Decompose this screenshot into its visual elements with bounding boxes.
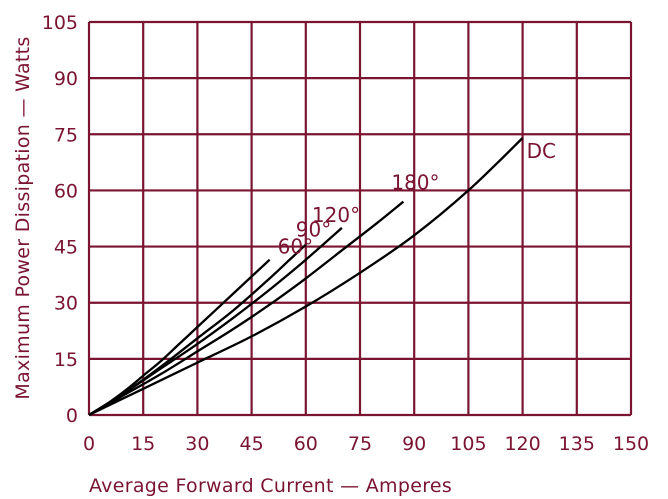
plot-grid [87,20,633,417]
y-tick-label: 105 [42,12,78,34]
y-tick-label: 15 [54,349,78,371]
x-tick-label: 60 [294,433,318,455]
x-tick-label: 0 [83,433,95,455]
x-tick-label: 30 [185,433,209,455]
curve-120-deg [88,227,343,416]
x-tick-label: 135 [559,433,595,455]
x-tick-label: 45 [240,433,264,455]
series-label: 180° [391,171,439,195]
y-axis-label: Maximum Power Dissipation — Watts [12,36,34,399]
y-tick-label: 30 [54,293,78,315]
curve-180-deg [88,200,405,417]
x-tick-label: 150 [613,433,649,455]
series-label: DC [527,139,556,163]
y-tick-label: 90 [54,68,78,90]
series-label: 60° [278,235,313,259]
y-tick-label: 75 [54,124,78,146]
x-axis-ticks: 0 15 30 45 60 75 90 105 120 135 150 [83,433,649,455]
curve-dc [88,137,524,417]
series-label: 120° [312,203,360,227]
x-axis-label: Average Forward Current — Amperes [89,475,452,497]
x-tick-label: 90 [402,433,426,455]
y-tick-label: 45 [54,237,78,259]
x-tick-label: 120 [504,433,540,455]
x-tick-label: 15 [131,433,155,455]
x-tick-label: 105 [450,433,486,455]
curves [88,137,524,417]
curve-60-deg [88,258,271,416]
y-axis-ticks: 0 15 30 45 60 75 90 105 [42,12,78,427]
y-tick-label: 0 [66,405,78,427]
x-tick-label: 75 [348,433,372,455]
series-labels: 60°90°120° 180° DC [278,139,556,259]
y-tick-label: 60 [54,180,78,202]
series-label: 90° [296,218,331,242]
